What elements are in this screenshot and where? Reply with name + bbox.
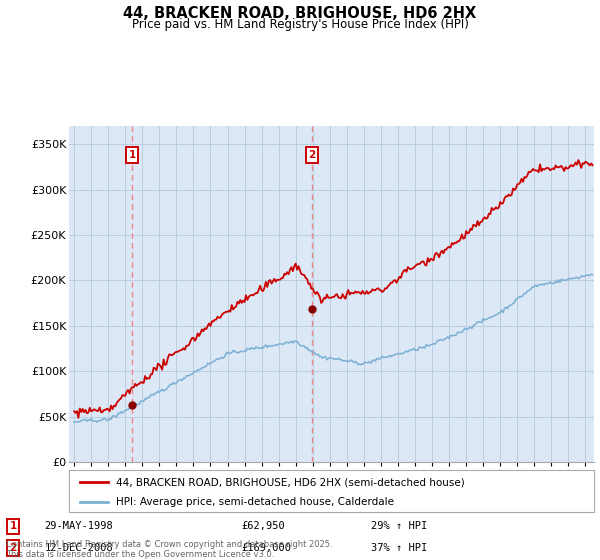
Text: 1: 1 <box>10 521 17 531</box>
Text: £62,950: £62,950 <box>241 521 285 531</box>
Text: 29% ↑ HPI: 29% ↑ HPI <box>371 521 427 531</box>
Text: 1: 1 <box>128 150 136 160</box>
Text: 12-DEC-2008: 12-DEC-2008 <box>44 543 113 553</box>
Text: 44, BRACKEN ROAD, BRIGHOUSE, HD6 2HX (semi-detached house): 44, BRACKEN ROAD, BRIGHOUSE, HD6 2HX (se… <box>116 477 465 487</box>
Text: £169,000: £169,000 <box>241 543 291 553</box>
Text: 29-MAY-1998: 29-MAY-1998 <box>44 521 113 531</box>
Text: 2: 2 <box>308 150 316 160</box>
Text: Price paid vs. HM Land Registry's House Price Index (HPI): Price paid vs. HM Land Registry's House … <box>131 18 469 31</box>
Text: Contains HM Land Registry data © Crown copyright and database right 2025.
This d: Contains HM Land Registry data © Crown c… <box>6 540 332 559</box>
Text: 2: 2 <box>10 543 17 553</box>
Text: 44, BRACKEN ROAD, BRIGHOUSE, HD6 2HX: 44, BRACKEN ROAD, BRIGHOUSE, HD6 2HX <box>124 6 476 21</box>
Text: 37% ↑ HPI: 37% ↑ HPI <box>371 543 427 553</box>
Text: HPI: Average price, semi-detached house, Calderdale: HPI: Average price, semi-detached house,… <box>116 497 394 507</box>
